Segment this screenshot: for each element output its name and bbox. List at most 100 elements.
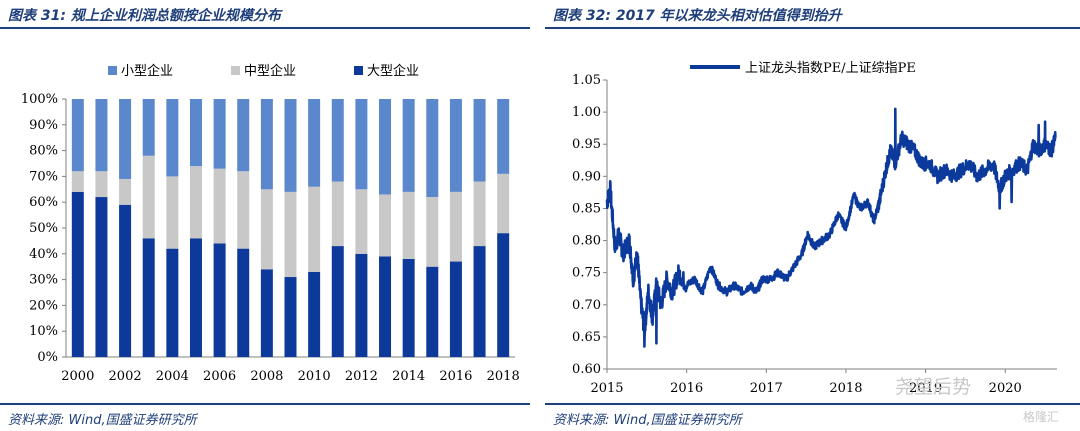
y-tick-label: 0.70 bbox=[572, 298, 601, 313]
channel-watermark: 尧望后势 bbox=[895, 376, 972, 398]
bar-segment bbox=[308, 271, 321, 357]
y-tick-label: 0.90 bbox=[572, 169, 601, 184]
right-panel: 图表 32: 2017 年以来龙头相对估值得到抬升 0.60 0.65 0.70 0.… bbox=[545, 0, 1080, 431]
bar-segment bbox=[331, 99, 344, 182]
x-tick-label: 2016 bbox=[670, 381, 703, 396]
legend-label: 大型企业 bbox=[367, 63, 419, 79]
bar-segment bbox=[426, 99, 439, 198]
bar-segment bbox=[331, 246, 344, 357]
y-tick-label: 80% bbox=[29, 144, 58, 159]
bar-segment bbox=[284, 277, 297, 357]
bar-segment bbox=[260, 189, 273, 270]
y-tick-label: 30% bbox=[29, 273, 58, 288]
bar-segment bbox=[260, 99, 273, 190]
y-tick-label: 0% bbox=[37, 350, 58, 365]
bar-segment bbox=[497, 99, 510, 174]
bar-segment bbox=[71, 99, 84, 172]
bar-segment bbox=[497, 233, 510, 357]
bar-segment bbox=[379, 194, 392, 257]
y-tick-label: 70% bbox=[29, 169, 58, 184]
bar-segment bbox=[213, 243, 226, 357]
y-tick-label: 1.05 bbox=[572, 73, 601, 88]
x-tick-label: 2017 bbox=[750, 381, 783, 396]
y-tick-label: 60% bbox=[29, 195, 58, 210]
y-tick-label: 50% bbox=[29, 221, 58, 236]
bar-segment bbox=[166, 248, 179, 357]
y-tick-label: 0.85 bbox=[572, 201, 601, 216]
bar-segment bbox=[119, 178, 132, 205]
bar-segment bbox=[142, 99, 155, 156]
bar-segment bbox=[95, 171, 108, 198]
bar-segment bbox=[166, 176, 179, 249]
bar-segment bbox=[331, 181, 344, 247]
x-tick-label: 2012 bbox=[345, 369, 378, 384]
bar-segment bbox=[402, 191, 415, 259]
y-tick-label: 20% bbox=[29, 298, 58, 313]
bar-segment bbox=[95, 99, 108, 172]
y-tick-label: 0.60 bbox=[572, 362, 601, 377]
bar-segment bbox=[355, 99, 368, 190]
logo-watermark: 格隆汇 bbox=[1023, 410, 1060, 424]
x-tick-label: 2008 bbox=[250, 369, 283, 384]
bar-segment bbox=[308, 186, 321, 272]
x-tick-label: 2020 bbox=[989, 381, 1022, 396]
bar-segment bbox=[284, 191, 297, 278]
bar-segment bbox=[355, 189, 368, 254]
bar-segment bbox=[426, 197, 439, 267]
y-tick-label: 40% bbox=[29, 247, 58, 262]
left-source-rule bbox=[0, 403, 530, 405]
bar-segment bbox=[166, 99, 179, 177]
y-tick-label: 0.95 bbox=[572, 137, 601, 152]
legend-swatch bbox=[354, 66, 363, 75]
bar-segment bbox=[142, 155, 155, 239]
bar-segment bbox=[189, 166, 202, 239]
bar-segment bbox=[449, 99, 462, 192]
bar-segment bbox=[497, 173, 510, 234]
bar-segment bbox=[449, 261, 462, 357]
left-chart-title: 图表 31: 规上企业利润总额按企业规模分布 bbox=[8, 8, 281, 24]
y-tick-label: 0.80 bbox=[572, 234, 601, 249]
line-chart: 0.60 0.65 0.70 0.75 0.80 0.85 0.90 0.95 1.00 1.05… bbox=[572, 61, 1057, 396]
bar-segment bbox=[260, 269, 273, 357]
left-source-note: 资料来源: Wind,国盛证券研究所 bbox=[8, 413, 197, 428]
bar-segment bbox=[379, 99, 392, 195]
bar-segment bbox=[237, 171, 250, 249]
right-title-rule bbox=[545, 27, 1080, 29]
bar-segment bbox=[189, 99, 202, 167]
bar-segment bbox=[402, 99, 415, 192]
x-tick-label: 2006 bbox=[203, 369, 236, 384]
x-tick-label: 2018 bbox=[829, 381, 862, 396]
bar-segment bbox=[213, 168, 226, 244]
legend-swatch bbox=[108, 66, 117, 75]
bar-segment bbox=[213, 99, 226, 169]
bar-segment bbox=[119, 204, 132, 357]
bar-segment bbox=[189, 238, 202, 357]
x-tick-label: 2016 bbox=[439, 369, 472, 384]
bar-segment bbox=[402, 258, 415, 357]
bar-segment bbox=[473, 246, 486, 357]
y-tick-label: 1.00 bbox=[572, 105, 601, 120]
x-tick-label: 2004 bbox=[156, 369, 189, 384]
x-tick-label: 2018 bbox=[487, 369, 520, 384]
bar-segment bbox=[95, 197, 108, 357]
x-tick-label: 2015 bbox=[590, 381, 623, 396]
stacked-bar-chart: 0% 10% 20% 30% 40% 50% 60% 70% 80% 90% 100% 2000 200… bbox=[21, 63, 520, 384]
x-tick-label: 2010 bbox=[298, 369, 331, 384]
legend-label: 小型企业 bbox=[121, 63, 173, 79]
y-tick-label: 10% bbox=[29, 324, 58, 339]
bar-segment bbox=[284, 99, 297, 192]
bar-segment bbox=[473, 99, 486, 182]
bar-segment bbox=[119, 99, 132, 179]
y-tick-label: 100% bbox=[21, 92, 58, 107]
bar-segment bbox=[142, 238, 155, 357]
x-tick-label: 2014 bbox=[392, 369, 425, 384]
series-line bbox=[605, 107, 1057, 348]
x-tick-label: 2000 bbox=[61, 369, 94, 384]
right-source-rule bbox=[545, 403, 1080, 405]
x-tick-label: 2019 bbox=[909, 381, 942, 396]
legend-label: 中型企业 bbox=[244, 63, 296, 79]
right-source-note: 资料来源: Wind,国盛证券研究所 bbox=[553, 413, 742, 428]
bar-segment bbox=[473, 181, 486, 247]
bar-segment bbox=[379, 256, 392, 357]
legend-label: 上证龙头指数PE/上证综指PE bbox=[745, 61, 916, 76]
